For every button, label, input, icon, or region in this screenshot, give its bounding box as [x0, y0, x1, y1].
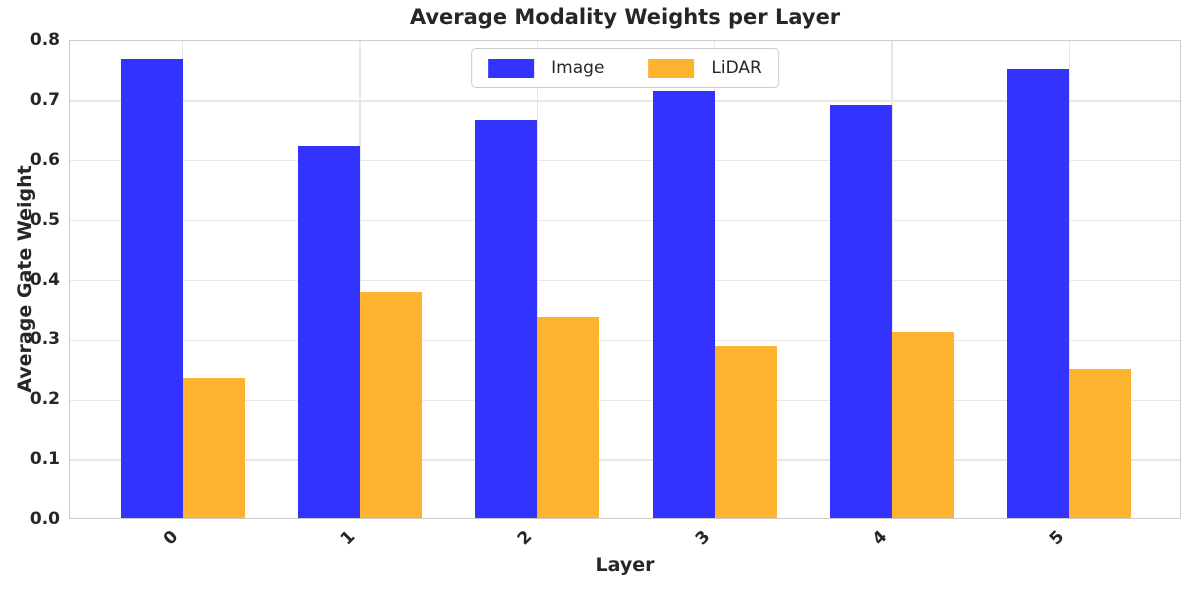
y-tick-label: 0.4 — [29, 269, 60, 290]
gridline-h — [70, 279, 1180, 282]
bar-image-0 — [120, 59, 183, 518]
gridline-v — [891, 41, 893, 518]
x-tick-label: 3 — [691, 526, 714, 550]
bar-image-5 — [1007, 68, 1070, 518]
chart-title: Average Modality Weights per Layer — [409, 5, 841, 29]
bar-lidar-4 — [892, 332, 955, 518]
x-tick-label: 1 — [336, 526, 360, 550]
bar-lidar-5 — [1069, 368, 1132, 518]
legend-swatch-image — [488, 58, 535, 78]
x-tick-label: 5 — [1046, 526, 1069, 550]
legend-item-lidar: LiDAR — [648, 58, 762, 78]
y-tick-label: 0.6 — [29, 149, 60, 170]
legend-label-image: Image — [551, 58, 605, 78]
gridline-h — [70, 100, 1180, 102]
gridline-h — [70, 160, 1180, 162]
x-axis-label: Layer — [595, 554, 655, 576]
x-tick-label: 2 — [514, 526, 537, 550]
bar-image-3 — [652, 91, 715, 518]
gridline-h — [70, 339, 1180, 342]
y-tick-label: 0.1 — [29, 449, 60, 470]
y-tick-label: 0.3 — [29, 329, 60, 350]
bar-image-4 — [830, 104, 893, 518]
gridline-h — [70, 399, 1180, 401]
y-tick-label: 0.5 — [29, 209, 60, 230]
legend-swatch-lidar — [648, 58, 695, 78]
x-tick-label: 4 — [868, 526, 892, 550]
bar-lidar-1 — [359, 291, 422, 518]
bar-lidar-3 — [714, 346, 777, 518]
y-tick-label: 0.7 — [29, 89, 60, 110]
gridline-h — [70, 459, 1180, 461]
bar-lidar-2 — [537, 317, 600, 518]
y-tick-label: 0.2 — [29, 389, 60, 410]
bar-image-2 — [475, 119, 538, 518]
y-tick-label: 0.0 — [29, 509, 60, 529]
x-tick-label: 0 — [159, 526, 182, 550]
y-tick-label: 0.8 — [29, 30, 60, 50]
bar-image-1 — [297, 145, 360, 518]
legend-label-lidar: LiDAR — [711, 58, 762, 78]
plot-area — [69, 40, 1181, 519]
bar-lidar-0 — [182, 377, 245, 518]
legend-item-image: Image — [488, 58, 604, 78]
legend: Image LiDAR — [471, 48, 779, 88]
gridline-h — [70, 219, 1180, 222]
